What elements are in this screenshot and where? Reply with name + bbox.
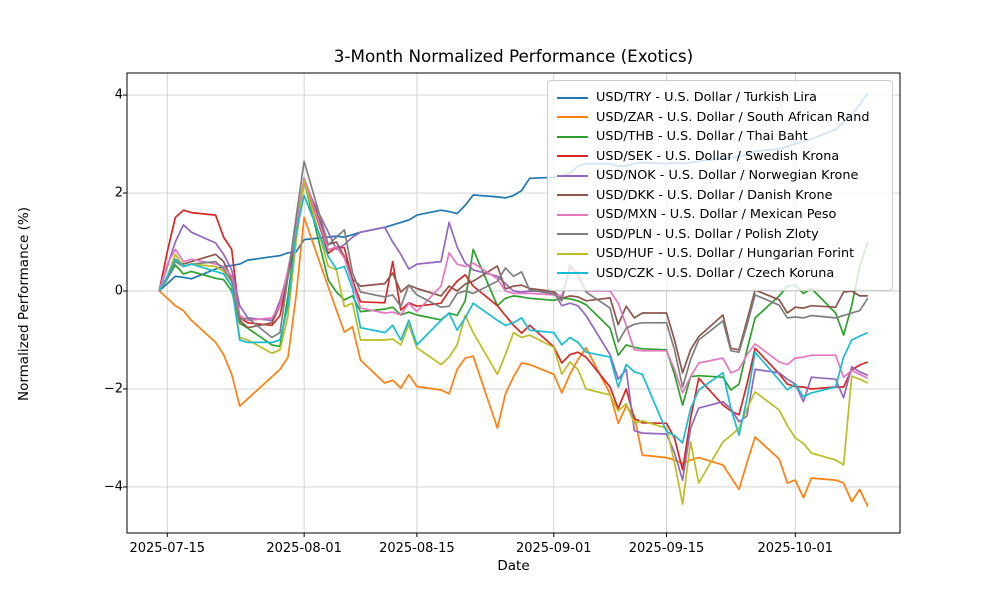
legend-item: USD/ZAR - U.S. Dollar / South African Ra… [557, 108, 882, 127]
series-line-USD-THB [158, 179, 869, 406]
x-axis-title: Date [497, 558, 530, 574]
series-line-USD-NOK [158, 182, 869, 481]
legend-label: USD/MXN - U.S. Dollar / Mexican Peso [596, 207, 837, 223]
legend-item: USD/CZK - U.S. Dollar / Czech Koruna [557, 264, 882, 283]
x-tick-label: 2025-08-15 [379, 541, 455, 556]
series-line-USD-MXN [158, 177, 869, 394]
legend-line-swatch [557, 194, 588, 197]
y-tick-label: 0 [114, 283, 123, 299]
legend-line-swatch [557, 155, 588, 158]
y-axis-title: Normalized Performance (%) [16, 206, 32, 402]
legend-label: USD/NOK - U.S. Dollar / Norwegian Krone [596, 168, 859, 184]
x-tick-label: 2025-07-15 [129, 541, 206, 556]
legend-line-swatch [557, 233, 588, 236]
y-tick-label: 4 [114, 87, 123, 103]
legend-label: USD/THB - U.S. Dollar / Thai Baht [596, 129, 808, 145]
legend-label: USD/TRY - U.S. Dollar / Turkish Lira [596, 90, 817, 105]
legend-line-swatch [557, 252, 588, 255]
series-line-USD-DKK [158, 177, 868, 374]
x-tick-label: 2025-10-01 [757, 541, 834, 556]
legend-line-swatch [557, 116, 588, 119]
x-tick-label: 2025-09-15 [628, 541, 705, 556]
series-line-USD-ZAR [158, 216, 869, 507]
legend-label: USD/DKK - U.S. Dollar / Danish Krone [596, 187, 833, 203]
legend-item: USD/SEK - U.S. Dollar / Swedish Krona [557, 147, 882, 166]
x-tick-label: 2025-08-01 [266, 541, 342, 556]
y-tick-label: −2 [103, 381, 123, 397]
chart-title: 3-Month Normalized Performance (Exotics) [333, 46, 694, 66]
y-tick-label: −4 [103, 479, 123, 495]
legend-line-swatch [557, 96, 588, 99]
legend-label: USD/HUF - U.S. Dollar / Hungarian Forint [596, 246, 855, 262]
legend-label: USD/PLN - U.S. Dollar / Polish Zloty [596, 226, 819, 242]
legend-line-swatch [557, 272, 588, 275]
legend-line-swatch [557, 213, 588, 216]
legend-label: USD/ZAR - U.S. Dollar / South African Ra… [596, 109, 870, 125]
legend: USD/TRY - U.S. Dollar / Turkish Lira USD/… [547, 80, 893, 291]
legend-label: USD/SEK - U.S. Dollar / Swedish Krona [596, 148, 840, 164]
plot-border [126, 72, 901, 534]
legend-item: USD/DKK - U.S. Dollar / Danish Krone [557, 186, 882, 205]
legend-item: USD/MXN - U.S. Dollar / Mexican Peso [557, 205, 882, 224]
legend-item: USD/THB - U.S. Dollar / Thai Baht [557, 127, 882, 146]
legend-item: USD/TRY - U.S. Dollar / Turkish Lira [557, 88, 882, 107]
y-tick-label: 2 [114, 185, 123, 201]
legend-item: USD/PLN - U.S. Dollar / Polish Zloty [557, 225, 882, 244]
legend-line-swatch [557, 135, 588, 138]
legend-line-swatch [557, 174, 588, 177]
series-line-USD-PLN [158, 160, 869, 388]
series-line-USD-HUF [158, 179, 869, 505]
legend-item: USD/HUF - U.S. Dollar / Hungarian Forint [557, 244, 882, 263]
series-line-USD-SEK [158, 177, 869, 471]
legend-label: USD/CZK - U.S. Dollar / Czech Koruna [596, 265, 835, 281]
series-line-USD-CZK [158, 194, 869, 444]
legend-item: USD/NOK - U.S. Dollar / Norwegian Krone [557, 166, 882, 185]
x-tick-label: 2025-09-01 [515, 541, 592, 556]
